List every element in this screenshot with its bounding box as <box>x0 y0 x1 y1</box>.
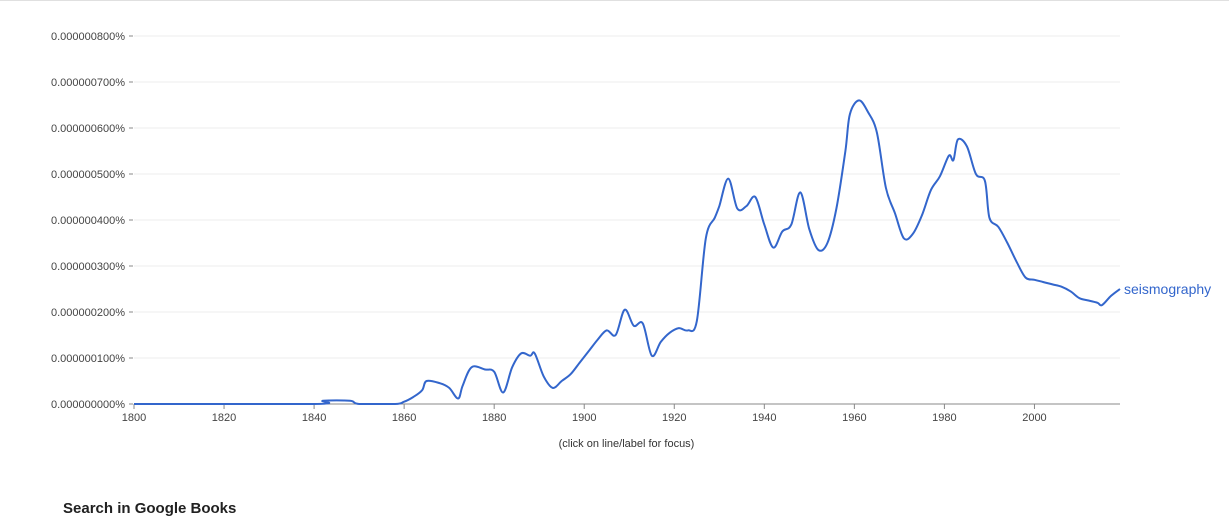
x-tick-label: 1840 <box>302 412 326 424</box>
y-axis: 0.000000000% 0.000000100% 0.000000200% 0.00… <box>51 31 133 411</box>
x-axis: 1800 1820 1840 1860 1880 1900 1920 1940 1960 1980… <box>122 403 1120 424</box>
series-line-seismography[interactable] <box>133 99 1121 406</box>
y-tick-label: 0.000000000% <box>51 399 125 411</box>
x-tick-label: 1940 <box>752 412 776 424</box>
y-tick-label: 0.000000700% <box>51 77 125 89</box>
y-tick-label: 0.000000500% <box>51 169 125 181</box>
chart-grid <box>134 35 1120 359</box>
focus-hint: (click on line/label for focus) <box>558 438 695 450</box>
ngram-chart: 0.000000000% 0.000000100% 0.000000200% 0.00… <box>51 31 1211 424</box>
search-books-heading: Search in Google Books <box>63 500 237 517</box>
x-tick-label: 1820 <box>212 412 236 424</box>
x-tick-label: 1860 <box>392 412 416 424</box>
x-tick-label: 1880 <box>482 412 506 424</box>
y-tick-label: 0.000000200% <box>51 307 125 319</box>
y-tick-label: 0.000000300% <box>51 261 125 273</box>
top-divider <box>0 0 1229 1</box>
x-tick-label: 2000 <box>1022 412 1046 424</box>
chart-series[interactable]: seismography <box>133 99 1211 406</box>
x-tick-label: 1980 <box>932 412 956 424</box>
series-label-seismography[interactable]: seismography <box>1124 281 1211 297</box>
x-tick-label: 1800 <box>122 412 146 424</box>
x-tick-label: 1900 <box>572 412 596 424</box>
y-tick-label: 0.000000600% <box>51 123 125 135</box>
y-tick-label: 0.000000800% <box>51 31 125 43</box>
y-tick-label: 0.000000100% <box>51 353 125 365</box>
y-tick-label: 0.000000400% <box>51 215 125 227</box>
x-tick-label: 1920 <box>662 412 686 424</box>
x-tick-label: 1960 <box>842 412 866 424</box>
